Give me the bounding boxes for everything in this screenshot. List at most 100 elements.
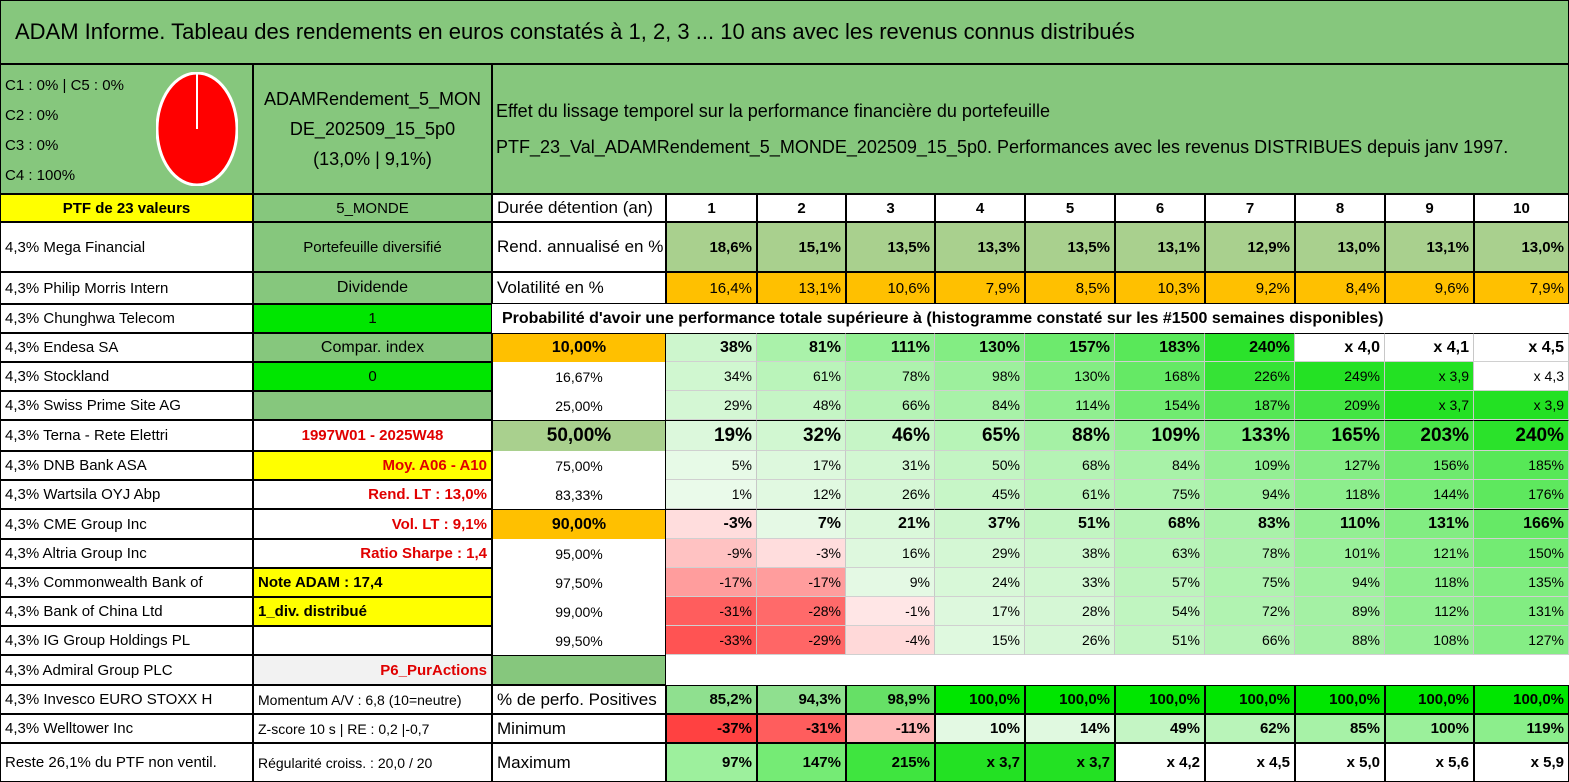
probability-cell: 94%	[1205, 480, 1295, 509]
probability-cell: 130%	[1025, 362, 1115, 391]
probability-cell: 38%	[1025, 539, 1115, 568]
probability-cell: 21%	[846, 509, 935, 539]
volatility-label: Volatilité en %	[492, 272, 666, 304]
info-index-value: 0	[253, 362, 492, 391]
annual-return-cell: 13,5%	[1025, 222, 1115, 272]
minimum-cell: 14%	[1025, 714, 1115, 743]
probability-cell: 203%	[1385, 420, 1474, 451]
holding-row: 4,3% Chunghwa Telecom	[0, 304, 253, 333]
positive-perf-cell: 100,0%	[1205, 685, 1295, 714]
probability-cell: 12%	[757, 480, 846, 509]
volatility-cell: 7,9%	[935, 272, 1025, 304]
minimum-cell: 49%	[1115, 714, 1205, 743]
probability-cell: 61%	[1025, 480, 1115, 509]
info-diversified: Portefeuille diversifié	[253, 222, 492, 272]
probability-cell: 78%	[1205, 539, 1295, 568]
info-period: 1997W01 - 2025W48	[253, 420, 492, 451]
volatility-cell: 10,6%	[846, 272, 935, 304]
holding-row: 4,3% Bank of China Ltd	[0, 597, 253, 626]
probability-cell: 66%	[846, 391, 935, 420]
volatility-cell: 9,6%	[1385, 272, 1474, 304]
maximum-cell: x 4,5	[1205, 743, 1295, 782]
probability-cell: -29%	[757, 626, 846, 655]
probability-cell: 101%	[1295, 539, 1385, 568]
probability-cell: 7%	[757, 509, 846, 539]
probability-threshold: 50,00%	[492, 420, 666, 451]
probability-cell: x 3,9	[1474, 391, 1569, 420]
probability-cell: 127%	[1295, 451, 1385, 480]
minimum-cell: -37%	[666, 714, 757, 743]
probability-cell: 154%	[1115, 391, 1205, 420]
probability-cell: 5%	[666, 451, 757, 480]
probability-cell: x 4,1	[1385, 333, 1474, 362]
probability-threshold: 99,00%	[492, 597, 666, 626]
positive-perf-cell: 100,0%	[1474, 685, 1569, 714]
probability-cell: 48%	[757, 391, 846, 420]
portfolio-stats: (13,0% | 9,1%)	[313, 149, 432, 169]
minimum-cell: 100%	[1385, 714, 1474, 743]
probability-cell: 88%	[1295, 626, 1385, 655]
probability-cell: 84%	[935, 391, 1025, 420]
probability-cell: 17%	[935, 597, 1025, 626]
probability-cell: 121%	[1385, 539, 1474, 568]
holding-row: 4,3% Commonwealth Bank of	[0, 568, 253, 597]
probability-cell: 81%	[757, 333, 846, 362]
minimum-cell: 10%	[935, 714, 1025, 743]
annual-return-cell: 13,1%	[1115, 222, 1205, 272]
probability-cell: 26%	[1025, 626, 1115, 655]
probability-cell: 29%	[935, 539, 1025, 568]
minimum-cell: 85%	[1295, 714, 1385, 743]
annual-return-cell: 18,6%	[666, 222, 757, 272]
annual-return-cell: 13,0%	[1295, 222, 1385, 272]
probability-cell: 157%	[1025, 333, 1115, 362]
category-c1-c5: C1 : 0% | C5 : 0%	[5, 77, 124, 94]
annual-return-cell: 12,9%	[1205, 222, 1295, 272]
probability-threshold: 25,00%	[492, 391, 666, 420]
positive-perf-cell: 100,0%	[1115, 685, 1205, 714]
probability-threshold: 83,33%	[492, 480, 666, 509]
report-title-bar: ADAM Informe. Tableau des rendements en …	[0, 0, 1569, 64]
probability-cell: 108%	[1385, 626, 1474, 655]
minimum-cell: 62%	[1205, 714, 1295, 743]
info-average: Moy. A06 - A10	[253, 451, 492, 480]
probability-cell: 28%	[1025, 597, 1115, 626]
probability-cell: 33%	[1025, 568, 1115, 597]
probability-cell: 88%	[1025, 420, 1115, 451]
volatility-cell: 7,9%	[1474, 272, 1569, 304]
probability-title: Probabilité d'avoir une performance tota…	[502, 309, 1384, 327]
probability-cell: -31%	[666, 597, 757, 626]
positive-perf-label: % de perfo. Positives	[492, 685, 666, 714]
probability-threshold: 10,00%	[492, 333, 666, 362]
probability-cell: 114%	[1025, 391, 1115, 420]
probability-cell: 109%	[1115, 420, 1205, 451]
probability-cell: 75%	[1205, 568, 1295, 597]
category-c2: C2 : 0%	[5, 107, 59, 124]
minimum-cell: 119%	[1474, 714, 1569, 743]
portfolio-name-box: ADAMRendement_5_MON DE_202509_15_5p0 (13…	[253, 64, 492, 194]
year-header-1: 1	[666, 194, 757, 222]
annual-return-cell: 15,1%	[757, 222, 846, 272]
probability-cell: 176%	[1474, 480, 1569, 509]
probability-cell: -3%	[666, 509, 757, 539]
year-header-10: 10	[1474, 194, 1569, 222]
probability-cell: x 3,7	[1385, 391, 1474, 420]
probability-cell: 72%	[1205, 597, 1295, 626]
probability-cell: 51%	[1025, 509, 1115, 539]
probability-cell: 83%	[1205, 509, 1295, 539]
probability-cell: 45%	[935, 480, 1025, 509]
probability-cell: 150%	[1474, 539, 1569, 568]
positive-perf-cell: 100,0%	[935, 685, 1025, 714]
probability-cell: 187%	[1205, 391, 1295, 420]
probability-cell: 226%	[1205, 362, 1295, 391]
probability-cell: 17%	[757, 451, 846, 480]
volatility-cell: 16,4%	[666, 272, 757, 304]
probability-cell: 118%	[1295, 480, 1385, 509]
probability-cell: 63%	[1115, 539, 1205, 568]
holding-row: 4,3% Swiss Prime Site AG	[0, 391, 253, 420]
probability-cell: 9%	[846, 568, 935, 597]
info-empty-cell	[253, 391, 492, 420]
minimum-cell: -11%	[846, 714, 935, 743]
probability-cell: 15%	[935, 626, 1025, 655]
maximum-cell: 147%	[757, 743, 846, 782]
probability-cell: 16%	[846, 539, 935, 568]
